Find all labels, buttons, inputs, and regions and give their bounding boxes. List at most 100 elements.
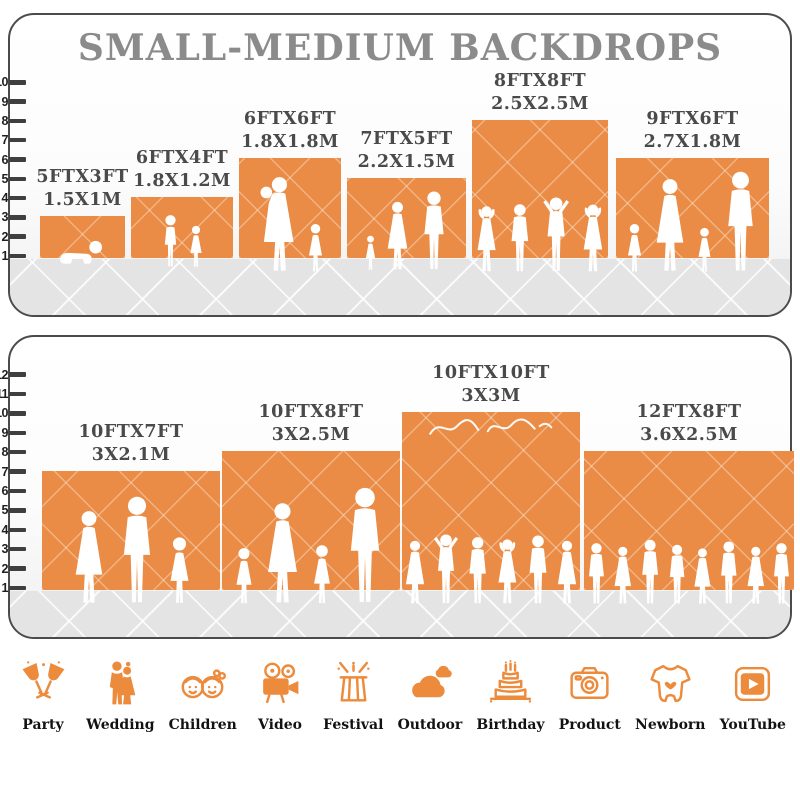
- people-silhouettes: [616, 171, 769, 273]
- ruler-mark: 5: [0, 172, 26, 186]
- ruler-number: 8: [1, 445, 9, 460]
- girl-silhouette: [170, 537, 188, 603]
- girl-silhouette: [627, 224, 641, 272]
- ruler-tick: [9, 469, 26, 474]
- party-icon-box: [19, 652, 68, 710]
- size-feet: 9FTX6FT: [646, 109, 739, 130]
- wedding-icon-box: [96, 652, 145, 710]
- backdrop-size-label: 6FTX4FT 1.8X1.2M: [90, 147, 275, 192]
- category-label: Party: [22, 717, 64, 733]
- ruler-number: 3: [1, 542, 9, 557]
- ruler-mark: 6: [0, 484, 26, 498]
- backdrop-rect-12ftx8ft: 12FTX8FT 3.6X2.5M: [584, 402, 794, 604]
- ruler-number: 10: [0, 75, 9, 90]
- size-feet: 8FTX8FT: [493, 71, 587, 92]
- woman-arms-up-silhouette: [498, 539, 517, 604]
- backdrop-size-label: 8FTX8FT 2.5X2.5M: [448, 70, 633, 115]
- ruler-tick: [9, 411, 26, 416]
- people-silhouettes: [472, 176, 608, 273]
- category-party: Party: [14, 652, 72, 733]
- ruler-mark: 2: [0, 230, 26, 244]
- size-meters: 2.7X1.8M: [643, 131, 742, 152]
- backdrop-size-label: 10FTX7FT 3X2.1M: [39, 421, 224, 466]
- ruler-number: 10: [0, 406, 9, 421]
- category-birthday: Birthday: [476, 652, 545, 733]
- ruler-tick: [9, 391, 26, 397]
- video-icon: [262, 662, 298, 704]
- ruler-mark: 9: [0, 426, 26, 440]
- ruler-mark: 1: [0, 249, 26, 263]
- ruler-number: 5: [1, 171, 9, 186]
- festival-icon: [337, 661, 370, 702]
- small-medium-backdrops-panel: SMALL-MEDIUM BACKDROPS 10 9 8 7 6 5 4 3 2 1 5FTX3F…: [0, 13, 792, 317]
- ruler-number: 9: [1, 94, 9, 109]
- backdrop-rect-6ftx6ft: 6FTX6FT 1.8X1.8M: [239, 109, 341, 272]
- video-icon-box: [256, 652, 305, 710]
- backdrop-size-label: 10FTX8FT 3X2.5M: [219, 401, 404, 446]
- newborn-icon-box: [646, 652, 695, 710]
- man-silhouette: [469, 537, 486, 604]
- page-title: SMALL-MEDIUM BACKDROPS: [77, 27, 723, 69]
- backdrop-rect-5ftx3ft: 5FTX3FT 1.5X1M: [36, 167, 128, 264]
- ruler-number: 4: [1, 522, 9, 537]
- ruler-tick: [9, 566, 26, 571]
- size-meters: 3.6X2.5M: [640, 424, 738, 445]
- ruler-mark: 4: [0, 523, 26, 537]
- woman-silhouette: [694, 548, 711, 604]
- ruler-number: 12: [0, 367, 9, 382]
- size-feet: 6FTX4FT: [135, 148, 229, 169]
- backdrop-rect-10ftx10ft: 10FTX10FT 3X3M: [402, 363, 580, 604]
- ruler-mark: 10: [0, 406, 26, 420]
- ruler-number: 4: [1, 191, 9, 206]
- people-silhouettes: [42, 496, 220, 605]
- woman-silhouette: [656, 179, 683, 271]
- size-meters: 1.8X1.2M: [133, 170, 231, 191]
- ruler-mark: 5: [0, 503, 26, 517]
- man-silhouette: [669, 544, 685, 604]
- ruler-number: 9: [1, 425, 9, 440]
- ruler-number: 7: [1, 464, 9, 479]
- girl-silhouette: [698, 227, 710, 272]
- backdrop-size-label: 10FTX10FT 3X3M: [399, 362, 584, 407]
- children-icon-box: [178, 652, 227, 710]
- category-label: Newborn: [635, 717, 706, 733]
- backdrop-size-label: 9FTX6FT 2.7X1.8M: [600, 108, 785, 153]
- size-feet: 12FTX8FT: [636, 402, 742, 423]
- man-silhouette: [123, 496, 150, 603]
- ruler-tick: [9, 195, 26, 201]
- size-meters: 1.5X1M: [43, 189, 122, 210]
- youtube-icon: [735, 666, 771, 702]
- woman-arms-up-silhouette: [477, 206, 496, 272]
- ruler-tick: [9, 234, 26, 239]
- backdrop-size-label: 7FTX5FT 2.2X1.5M: [314, 128, 499, 173]
- backdrop-size-label: 12FTX8FT 3.6X2.5M: [597, 401, 782, 446]
- product-icon-box: [565, 652, 614, 710]
- ruler-mark: 1: [0, 581, 26, 595]
- category-label: Product: [558, 717, 621, 733]
- ruler-mark: 3: [0, 210, 26, 224]
- man-silhouette: [641, 539, 658, 604]
- baby-crawl-silhouette: [60, 240, 103, 264]
- ruler-tick: [9, 137, 26, 143]
- ruler-mark: 4: [0, 191, 26, 205]
- ruler-mark: 6: [0, 153, 26, 167]
- ruler-tick: [9, 215, 26, 220]
- people-silhouettes: [40, 240, 125, 266]
- ruler-mark: 7: [0, 133, 26, 147]
- category-row: Party Wedding Children Video Festival Outdoor…: [14, 652, 786, 733]
- ruler-mark: 8: [0, 445, 26, 459]
- man-silhouette: [511, 204, 529, 272]
- ruler-mark: 9: [0, 95, 26, 109]
- category-label: Wedding: [86, 717, 155, 733]
- people-silhouettes: [584, 513, 794, 605]
- size-feet: 10FTX10FT: [432, 363, 550, 384]
- ruler-tick: [9, 372, 26, 377]
- man-silhouette: [588, 543, 604, 604]
- woman-arms-up-silhouette: [583, 204, 603, 272]
- size-feet: 10FTX8FT: [258, 402, 364, 423]
- category-youtube: YouTube: [720, 652, 786, 733]
- backdrop-rect-8ftx8ft: 8FTX8FT 2.5X2.5M: [472, 71, 608, 272]
- large-backdrops-panel: 12111098765432110FTX7FT3X2.1M10FTX8FT3X2…: [0, 335, 794, 639]
- festival-icon-box: [329, 652, 378, 710]
- ruler-tick: [9, 527, 26, 533]
